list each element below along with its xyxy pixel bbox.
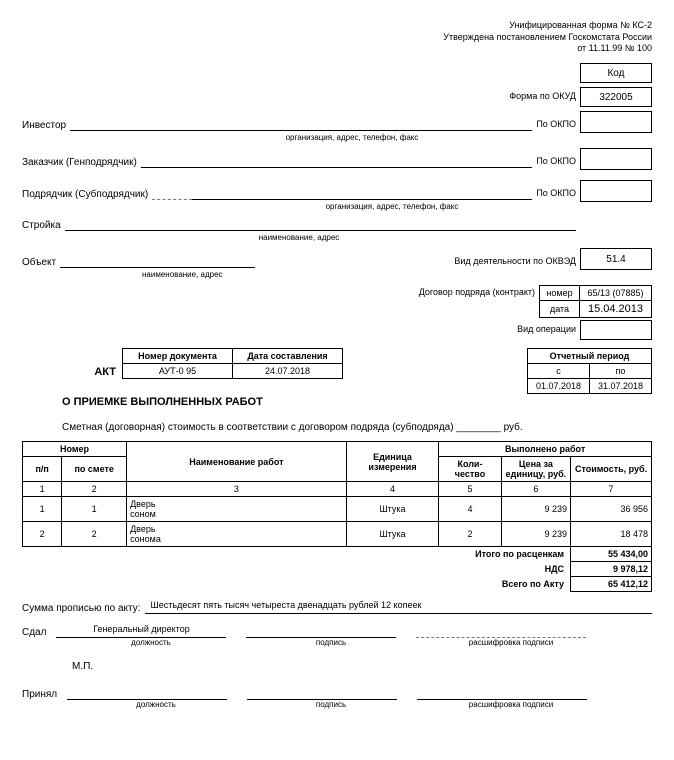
- th-cost: Стоимость, руб.: [571, 457, 652, 482]
- object-sub: наименование, адрес: [142, 270, 652, 279]
- investor-line[interactable]: [70, 117, 532, 131]
- total-vsego: Всего по Акту 65 412,12: [23, 577, 652, 592]
- mp: М.П.: [72, 661, 652, 672]
- period-table: Отчетный период с по 01.07.2018 31.07.20…: [527, 348, 652, 394]
- nomer-value: 65/13 (07885): [580, 286, 652, 301]
- table-row: 2 2 Дверь сонома Штука 2 9 239 18 478: [23, 522, 652, 547]
- stroika-line[interactable]: [65, 217, 576, 231]
- kod-row: Код: [22, 63, 652, 83]
- amount-words-value: Шестьдесят пять тысяч четыреста двенадца…: [145, 600, 652, 614]
- pos-cap-2: должность: [76, 700, 236, 709]
- data-label: дата: [540, 301, 580, 318]
- sig-cap-2: подпись: [256, 700, 406, 709]
- customer-label: Заказчик (Генподрядчик): [22, 157, 141, 168]
- kod-label: Код: [580, 63, 652, 83]
- akt-title: АКТ: [22, 366, 122, 378]
- okpo-label-3: По ОКПО: [532, 188, 580, 200]
- th-nomer: Номер: [23, 442, 127, 457]
- estimate-line: Сметная (договорная) стоимость в соответ…: [62, 422, 652, 433]
- amount-words-label: Сумма прописью по акту:: [22, 603, 145, 614]
- th-price: Цена за единицу, руб.: [501, 457, 570, 482]
- sdal-dec[interactable]: [416, 624, 586, 638]
- table-row: 1 1 Дверь соном Штука 4 9 239 36 956: [23, 497, 652, 522]
- period-from-label: с: [528, 364, 590, 379]
- stroika-label: Стройка: [22, 220, 65, 231]
- th-smeta: по смете: [62, 457, 127, 482]
- dec-cap-2: расшифровка подписи: [426, 700, 596, 709]
- total-nds: НДС 9 978,12: [23, 562, 652, 577]
- prinyal-label: Принял: [22, 689, 67, 700]
- total-itogo: Итого по расценкам 55 434,00: [23, 547, 652, 562]
- okpo-label-1: По ОКПО: [532, 119, 580, 131]
- data-value: 15.04.2013: [580, 301, 652, 318]
- contractor-dotted: [152, 199, 192, 200]
- okved-value: 51.4: [580, 248, 652, 270]
- contractor-sub: организация, адрес, телефон, факс: [222, 202, 562, 211]
- main-table: Номер Наименование работ Единица измерен…: [22, 441, 652, 592]
- pos-cap-1: должность: [66, 638, 236, 647]
- sig-cap-1: подпись: [256, 638, 406, 647]
- investor-label: Инвестор: [22, 120, 70, 131]
- okpo-2[interactable]: [580, 148, 652, 170]
- sdal-pos: Генеральный директор: [56, 624, 226, 638]
- th-done: Выполнено работ: [439, 442, 652, 457]
- contractor-label: Подрядчик (Субподрядчик): [22, 189, 152, 200]
- akt-sub: О ПРИЕМКЕ ВЫПОЛНЕННЫХ РАБОТ: [62, 396, 652, 408]
- doc-date: 24.07.2018: [233, 364, 343, 379]
- th-qty: Коли- чество: [439, 457, 501, 482]
- okud-label: Форма по ОКУД: [509, 87, 580, 101]
- prinyal-dec[interactable]: [417, 686, 587, 700]
- doc-num: АУТ-0 95: [123, 364, 233, 379]
- customer-line[interactable]: [141, 154, 533, 168]
- form-header: Унифицированная форма № КС-2 Утверждена …: [22, 20, 652, 55]
- okpo-label-2: По ОКПО: [532, 156, 580, 168]
- dec-cap-1: расшифровка подписи: [426, 638, 596, 647]
- header-line3: от 11.11.99 № 100: [22, 43, 652, 55]
- object-line[interactable]: [60, 254, 255, 268]
- th-pp: п/п: [23, 457, 62, 482]
- doc-table: Номер документа Дата составления АУТ-0 9…: [122, 348, 343, 379]
- okud-row: Форма по ОКУД 322005: [22, 87, 652, 107]
- th-name: Наименование работ: [127, 442, 347, 482]
- th-unit: Единица измерения: [346, 442, 439, 482]
- period-to: 31.07.2018: [590, 379, 652, 394]
- prinyal-pos[interactable]: [67, 686, 227, 700]
- doc-num-label: Номер документа: [123, 349, 233, 364]
- stroika-sub: наименование, адрес: [22, 233, 576, 242]
- prinyal-sig[interactable]: [247, 686, 397, 700]
- prinyal-row: Принял: [22, 686, 652, 700]
- okved-label: Вид деятельности по ОКВЭД: [450, 256, 580, 268]
- sdal-row: Сдал Генеральный директор: [22, 624, 652, 638]
- contract-table: номер 65/13 (07885) дата 15.04.2013: [539, 285, 652, 318]
- header-line1: Унифицированная форма № КС-2: [22, 20, 652, 32]
- colnum-row: 1 2 3 4 5 6 7: [23, 482, 652, 497]
- sdal-sig[interactable]: [246, 624, 396, 638]
- investor-sub: организация, адрес, телефон, факс: [142, 133, 562, 142]
- doc-date-label: Дата составления: [233, 349, 343, 364]
- nomer-label: номер: [540, 286, 580, 301]
- header-line2: Утверждена постановлением Госкомстата Ро…: [22, 32, 652, 44]
- operation-value[interactable]: [580, 320, 652, 340]
- object-label: Объект: [22, 257, 60, 268]
- contract-label: Договор подряда (контракт): [419, 285, 539, 297]
- okpo-3[interactable]: [580, 180, 652, 202]
- period-title: Отчетный период: [528, 349, 652, 364]
- contractor-line[interactable]: [192, 186, 532, 200]
- sdal-label: Сдал: [22, 627, 56, 638]
- period-from: 01.07.2018: [528, 379, 590, 394]
- period-to-label: по: [590, 364, 652, 379]
- operation-label: Вид операции: [517, 320, 580, 334]
- okud-value: 322005: [580, 87, 652, 107]
- okpo-1[interactable]: [580, 111, 652, 133]
